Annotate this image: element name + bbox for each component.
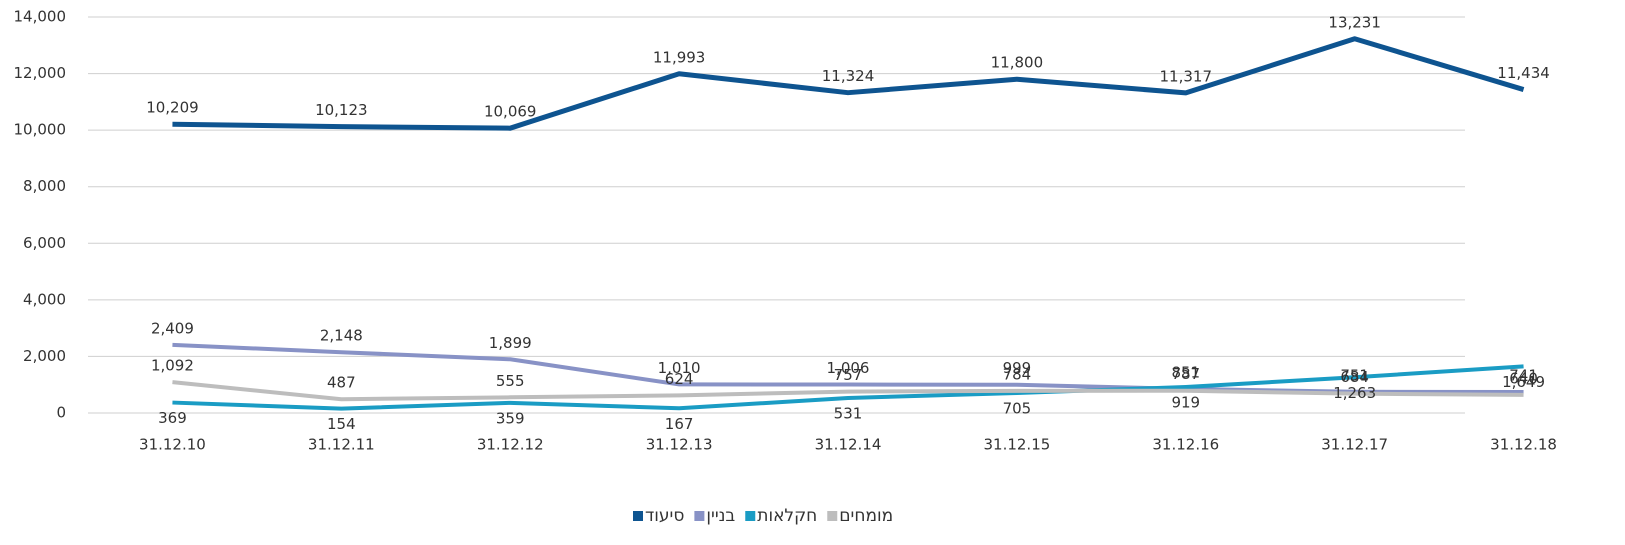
data-label: 1,006 <box>827 359 870 377</box>
data-label: 13,231 <box>1328 13 1381 31</box>
data-label: 2,409 <box>151 319 194 337</box>
x-tick-label: 31.12.17 <box>1321 436 1388 454</box>
data-label: 1,092 <box>151 357 194 375</box>
data-label: 784 <box>1003 365 1032 383</box>
x-tick-label: 31.12.14 <box>815 436 882 454</box>
y-tick-label: 10,000 <box>14 121 67 139</box>
data-label: 11,993 <box>653 48 706 66</box>
data-label: 741 <box>1509 367 1538 385</box>
data-label: 684 <box>1340 368 1369 386</box>
data-label: 640 <box>1509 369 1538 387</box>
y-tick-label: 14,000 <box>14 8 67 26</box>
data-label: 851 <box>1171 363 1200 381</box>
data-label: 624 <box>665 370 694 388</box>
series-line <box>172 36 1525 131</box>
data-label: 1,263 <box>1333 384 1376 402</box>
data-label: 757 <box>834 366 863 384</box>
data-label: 531 <box>834 404 863 422</box>
y-tick-label: 4,000 <box>23 290 66 308</box>
legend-label: סיעוד <box>645 506 684 526</box>
x-tick-label: 31.12.12 <box>477 436 544 454</box>
legend-swatch <box>694 511 705 521</box>
data-label: 1,649 <box>1502 373 1545 391</box>
series-line <box>172 380 1524 402</box>
x-tick-label: 31.12.11 <box>308 436 375 454</box>
y-tick-label: 2,000 <box>23 347 66 365</box>
x-tick-label: 31.12.10 <box>139 436 206 454</box>
data-label: 487 <box>327 374 356 392</box>
series-line <box>172 364 1524 411</box>
legend-label: בניין <box>706 506 735 526</box>
legend-label: מומחים <box>839 506 893 526</box>
legend-swatch <box>745 511 756 521</box>
data-label: 10,123 <box>315 101 368 119</box>
data-label: 167 <box>665 415 694 433</box>
data-label: 705 <box>1003 400 1032 418</box>
legend-label: חקלאות <box>757 506 817 526</box>
data-label: 11,324 <box>822 67 875 85</box>
data-label: 1,899 <box>489 334 532 352</box>
y-tick-label: 12,000 <box>14 64 67 82</box>
data-label: 751 <box>1340 366 1369 384</box>
x-tick-label: 31.12.15 <box>983 436 1050 454</box>
data-label: 359 <box>496 409 525 427</box>
y-tick-label: 6,000 <box>23 234 66 252</box>
data-label: 2,148 <box>320 327 363 345</box>
x-tick-label: 31.12.16 <box>1152 436 1219 454</box>
data-label: 11,317 <box>1160 67 1213 85</box>
data-label: 154 <box>327 415 356 433</box>
data-label: 369 <box>158 409 187 427</box>
x-tick-label: 31.12.18 <box>1490 436 1557 454</box>
data-label: 919 <box>1171 394 1200 412</box>
data-label: 10,069 <box>484 103 537 121</box>
data-label: 11,434 <box>1497 64 1550 82</box>
legend-swatch <box>827 511 838 521</box>
data-label: 11,800 <box>991 54 1044 72</box>
y-tick-label: 0 <box>56 404 66 422</box>
data-label: 1,010 <box>658 359 701 377</box>
legend-swatch <box>633 511 643 521</box>
data-label: 10,209 <box>146 99 199 117</box>
data-label: 555 <box>496 372 525 390</box>
data-label: 787 <box>1171 365 1200 383</box>
x-tick-label: 31.12.13 <box>646 436 713 454</box>
data-label: 999 <box>1003 359 1032 377</box>
y-tick-label: 8,000 <box>23 177 66 195</box>
